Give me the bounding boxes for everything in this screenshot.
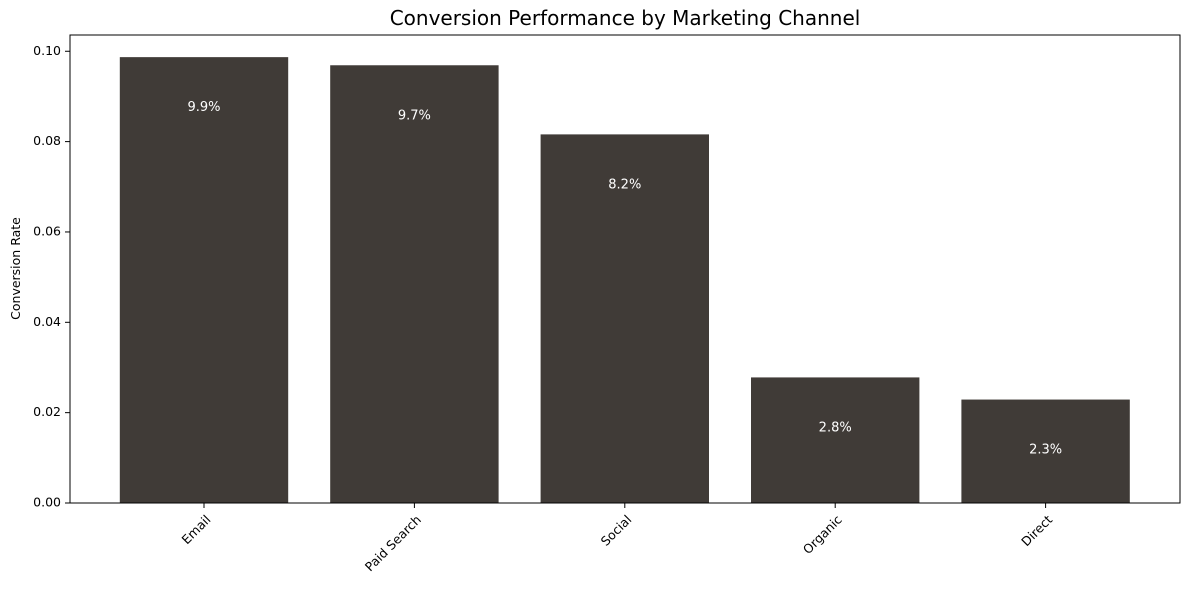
bar-direct <box>961 399 1130 503</box>
bars-group <box>119 57 1130 504</box>
chart-title: Conversion Performance by Marketing Chan… <box>390 6 861 30</box>
data-label-organic: 2.8% <box>819 420 852 435</box>
data-label-direct: 2.3% <box>1029 443 1062 458</box>
y-tick-label: 0.04 <box>33 314 61 329</box>
y-axis-ticks: 0.00 0.02 0.04 0.06 0.08 0.10 <box>33 43 70 510</box>
plot-area-frame <box>69 34 1181 504</box>
y-tick-label: 0.00 <box>33 495 61 510</box>
data-labels-group: 9.9% 9.7% 8.2% 2.8% 2.3% <box>187 100 1062 457</box>
data-label-email: 9.9% <box>187 100 220 115</box>
data-label-paid-search: 9.7% <box>398 108 431 123</box>
bar-paid-search <box>330 65 499 503</box>
data-label-social: 8.2% <box>608 177 641 192</box>
y-tick-label: 0.10 <box>33 43 61 58</box>
bar-email <box>119 57 289 504</box>
y-tick-label: 0.08 <box>33 133 61 148</box>
y-axis-label: Conversion Rate <box>8 217 23 320</box>
y-tick-label: 0.06 <box>33 223 61 238</box>
bar-social <box>540 134 709 503</box>
y-tick-label: 0.02 <box>33 404 61 419</box>
bar-organic <box>751 377 920 503</box>
